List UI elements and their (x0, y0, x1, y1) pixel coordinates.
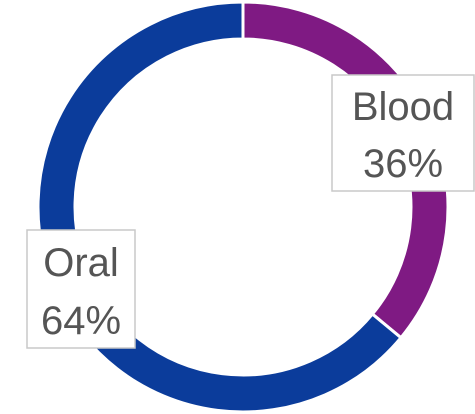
slice-label-blood-value: 36% (363, 142, 443, 186)
donut-slices (36, 0, 450, 414)
slice-label-oral: Oral 64% (26, 229, 136, 349)
slice-label-blood-box (331, 74, 475, 192)
slice-oral (36, 0, 404, 414)
slice-label-oral-name: Oral (43, 241, 119, 285)
slice-label-oral-box (26, 229, 136, 349)
slice-label-blood-name: Blood (352, 85, 454, 129)
slice-label-blood: Blood 36% (331, 74, 475, 192)
slice-label-oral-value: 64% (41, 299, 121, 343)
